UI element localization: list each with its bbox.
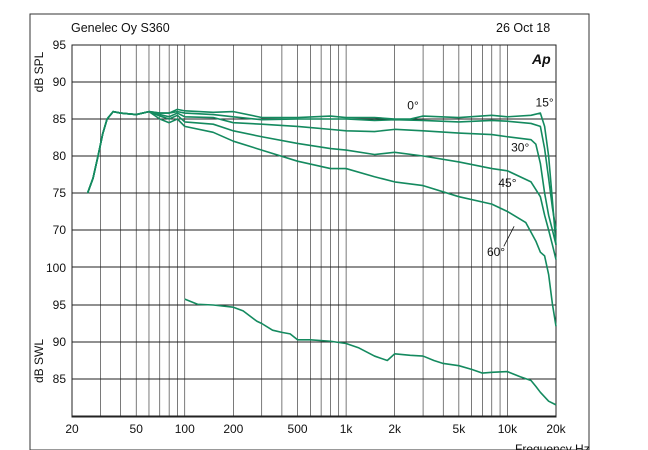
spl-axis-label: dB SPL	[32, 51, 46, 92]
x-tick-label: 2k	[388, 422, 402, 436]
x-axis-label: Frequency Hz	[515, 442, 590, 450]
spl-y-tick-label: 75	[53, 186, 67, 200]
x-tick-label: 200	[223, 422, 243, 436]
x-tick-label: 10k	[498, 422, 518, 436]
ap-logo: Ap	[531, 51, 551, 67]
annotation-60deg-leader	[503, 226, 515, 247]
grid-lines	[71, 44, 557, 418]
swl-y-tick-label: 90	[53, 335, 67, 349]
x-tick-label: 20k	[546, 422, 566, 436]
annotation-60deg: 60°	[487, 245, 505, 259]
swl-axis-label: dB SWL	[32, 339, 46, 383]
spl-y-tick-label: 80	[53, 149, 67, 163]
annotation-0deg: 0°	[407, 98, 419, 112]
angle-annotations: 0° 15° 30° 45° 60°	[407, 95, 554, 258]
x-tick-label: 1k	[340, 422, 354, 436]
swl-y-tick-label: 95	[53, 298, 67, 312]
tick-labels: 20 50 100 200 500 1k 2k 5k 10k 20k 95 90 85 80 75 70 100…	[46, 38, 567, 436]
chart-title: Genelec Oy S360	[71, 21, 170, 35]
spl-y-tick-label: 85	[53, 112, 67, 126]
outer-frame	[29, 13, 590, 450]
chart-date: 26 Oct 18	[496, 21, 550, 35]
annotation-30deg: 30°	[511, 141, 529, 155]
x-tick-label: 100	[175, 422, 195, 436]
x-tick-label: 500	[288, 422, 308, 436]
spl-y-tick-label: 70	[53, 223, 67, 237]
x-tick-label: 50	[130, 422, 144, 436]
plot-border	[71, 44, 557, 418]
swl-y-tick-label: 85	[53, 372, 67, 386]
annotation-45deg: 45°	[498, 176, 516, 190]
spl-y-tick-label: 90	[53, 75, 67, 89]
curves	[86, 108, 557, 406]
swl-curve-power	[184, 298, 557, 406]
annotation-15deg: 15°	[536, 95, 554, 109]
spl-curve-60deg	[86, 110, 557, 327]
swl-y-tick-label: 100	[46, 261, 66, 275]
x-tick-label: 5k	[453, 422, 467, 436]
x-tick-label: 20	[65, 422, 79, 436]
spl-y-tick-label: 95	[53, 38, 67, 52]
